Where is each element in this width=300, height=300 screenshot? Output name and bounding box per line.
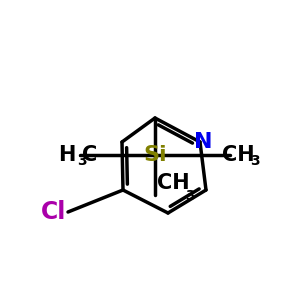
Text: H: H	[58, 145, 76, 165]
Text: CH: CH	[222, 145, 255, 165]
Text: C: C	[82, 145, 98, 165]
Text: 3: 3	[185, 189, 195, 203]
Text: N: N	[194, 132, 212, 152]
Text: Si: Si	[143, 145, 167, 165]
Text: 3: 3	[250, 154, 260, 168]
Text: Cl: Cl	[40, 200, 66, 224]
Text: CH: CH	[157, 173, 189, 193]
Text: 3: 3	[77, 154, 87, 168]
